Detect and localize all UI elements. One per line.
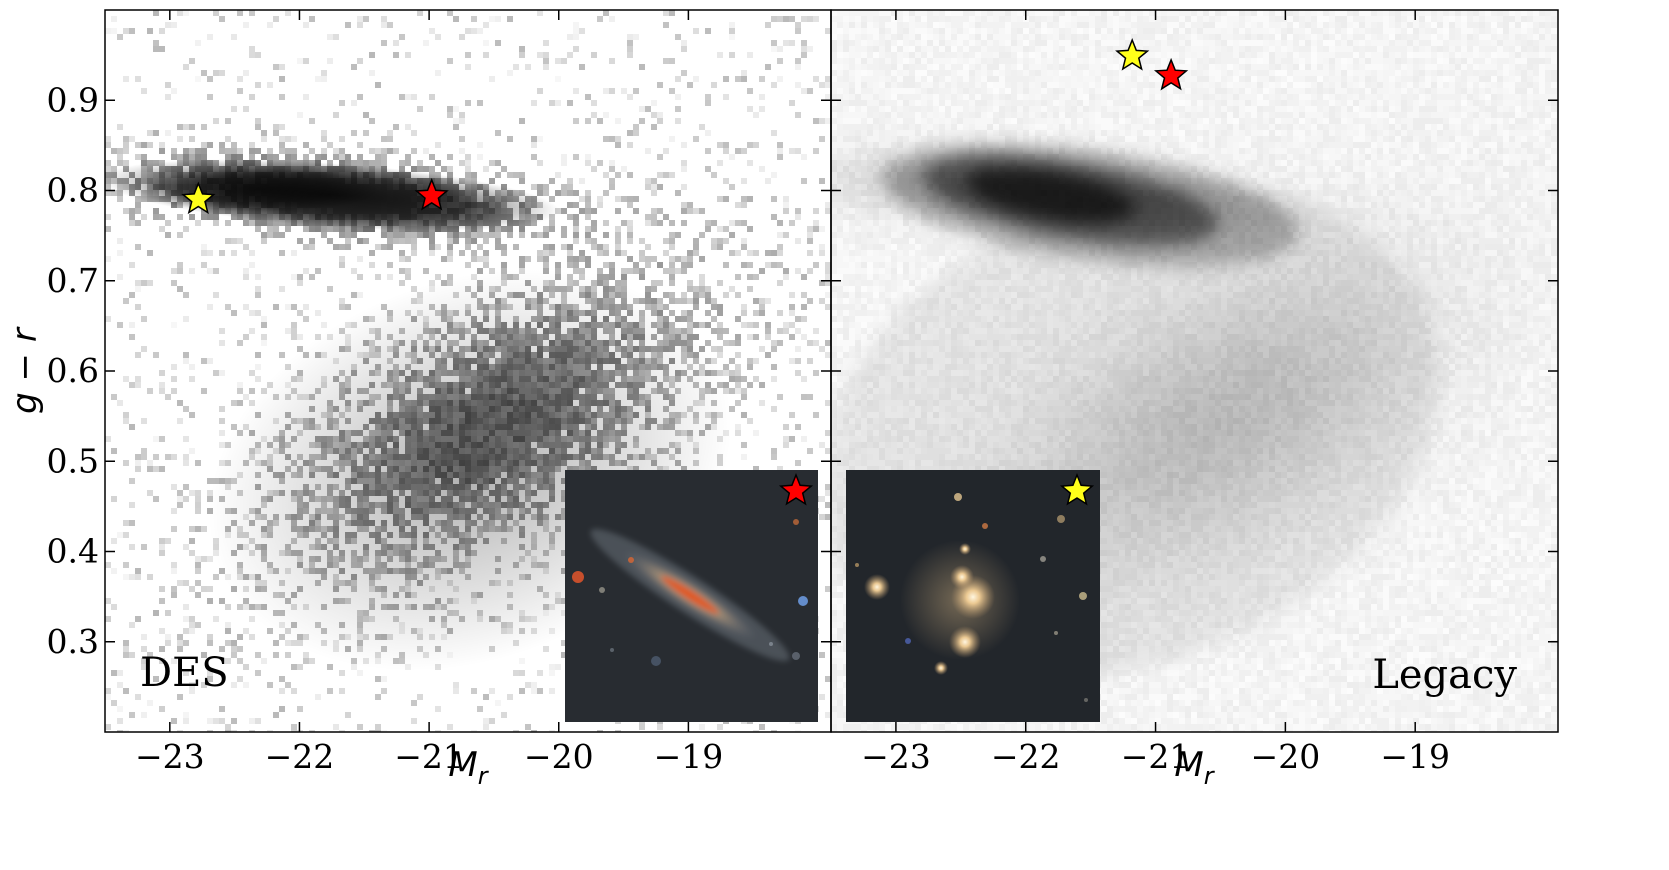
des-red-star-marker xyxy=(414,177,449,211)
des-y-tick-label: 0.5 xyxy=(47,441,99,480)
des-x-axis-subscript: r xyxy=(478,762,490,790)
des-panel: −23 −22 −21 −20 −19 0.3 0.4 0.5 0.6 0.7 0.8 0.9 DES xyxy=(47,9,832,776)
legacy-x-tick-label: −20 xyxy=(1251,737,1321,776)
des-y-tick-label: 0.7 xyxy=(47,261,99,300)
legacy-x-axis-subscript: r xyxy=(1204,762,1216,790)
legacy-red-star-marker xyxy=(1153,57,1189,91)
legacy-panel-label: Legacy xyxy=(1372,652,1517,698)
des-y-tick-label: 0.3 xyxy=(47,622,99,661)
legacy-x-tick-label: −19 xyxy=(1380,737,1450,776)
des-y-tick-label: 0.9 xyxy=(47,80,99,119)
legacy-yellow-star-marker xyxy=(1115,37,1150,71)
legacy-x-axis-label: Mr xyxy=(1174,745,1215,790)
des-y-tick-label: 0.6 xyxy=(47,351,99,390)
legacy-x-tick-label: −21 xyxy=(1121,737,1191,776)
legacy-x-tick-label: −23 xyxy=(861,737,931,776)
des-panel-label: DES xyxy=(140,650,229,696)
des-y-tick-label: 0.4 xyxy=(47,532,99,571)
legacy-inset-star-icon xyxy=(1059,472,1095,506)
des-inset-star-icon xyxy=(778,472,814,506)
des-x-tick-label: −22 xyxy=(265,737,335,776)
des-x-axis-label: Mr xyxy=(448,745,489,790)
legacy-x-tick-label: −22 xyxy=(991,737,1061,776)
des-x-tick-label: −20 xyxy=(524,737,594,776)
des-yellow-star-marker xyxy=(181,181,216,215)
y-axis-label: g − r xyxy=(5,326,45,414)
des-y-tick-label: 0.8 xyxy=(47,171,99,210)
des-x-tick-label: −19 xyxy=(654,737,724,776)
des-x-tick-label: −21 xyxy=(394,737,464,776)
des-inset-image xyxy=(565,470,818,722)
legacy-panel: −23 −22 −21 −20 −19 Legacy xyxy=(830,9,1559,776)
legacy-inset-image xyxy=(846,470,1100,722)
des-x-tick-label: −23 xyxy=(135,737,205,776)
